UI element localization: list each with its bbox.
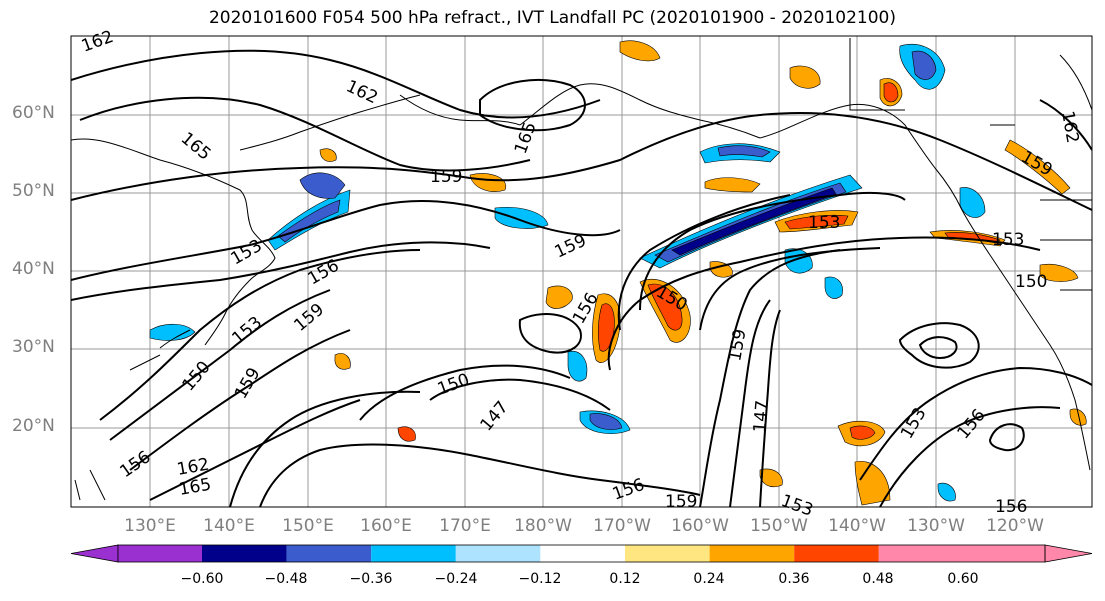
- colorbar-tick-label: −0.36: [349, 571, 393, 587]
- colorbar-tick-label: −0.24: [434, 571, 478, 587]
- lon-label: 170°E: [439, 516, 491, 536]
- lon-label: 150°W: [750, 516, 808, 536]
- contour-label: 150: [1015, 272, 1047, 292]
- map-border: [70, 35, 1093, 508]
- contour-label: 147: [750, 399, 773, 433]
- lon-label: 180°W: [514, 516, 572, 536]
- contour-lines: [71, 49, 1092, 507]
- contour-label: 159: [665, 492, 697, 512]
- colorbar-tick-label: −0.12: [518, 571, 562, 587]
- lon-label: 120°W: [986, 516, 1044, 536]
- contour-label: 153: [992, 230, 1024, 250]
- lat-label: 60°N: [12, 103, 55, 123]
- colorbar-tick-label: −0.48: [264, 571, 308, 587]
- lon-label: 160°E: [360, 516, 412, 536]
- contour-label: 153: [808, 213, 840, 233]
- colorbar-tick-label: 0.12: [609, 571, 641, 587]
- lon-label: 140°E: [203, 516, 255, 536]
- colorbar-tick-label: 0.36: [778, 571, 810, 587]
- lon-label: 160°W: [671, 516, 729, 536]
- lat-label: 30°N: [12, 337, 55, 357]
- lon-label: 140°W: [828, 516, 886, 536]
- lat-label: 40°N: [12, 259, 55, 279]
- contour-label: 156: [995, 497, 1027, 517]
- colorbar-tick-label: 0.24: [693, 571, 725, 587]
- contour-label: 159: [430, 167, 462, 187]
- lat-label: 20°N: [12, 416, 55, 436]
- lon-label: 130°W: [907, 516, 965, 536]
- colorbar-tick-label: −0.60: [180, 571, 224, 587]
- colorbar-tick-label: 0.48: [862, 571, 894, 587]
- lat-label: 50°N: [12, 181, 55, 201]
- map-title: 2020101600 F054 500 hPa refract., IVT La…: [208, 8, 896, 28]
- lon-label: 170°W: [593, 516, 651, 536]
- colorbar-tick-label: 0.60: [947, 571, 979, 587]
- lon-label: 150°E: [282, 516, 334, 536]
- lon-label: 130°E: [124, 516, 176, 536]
- anomaly-fill: [149, 40, 1087, 506]
